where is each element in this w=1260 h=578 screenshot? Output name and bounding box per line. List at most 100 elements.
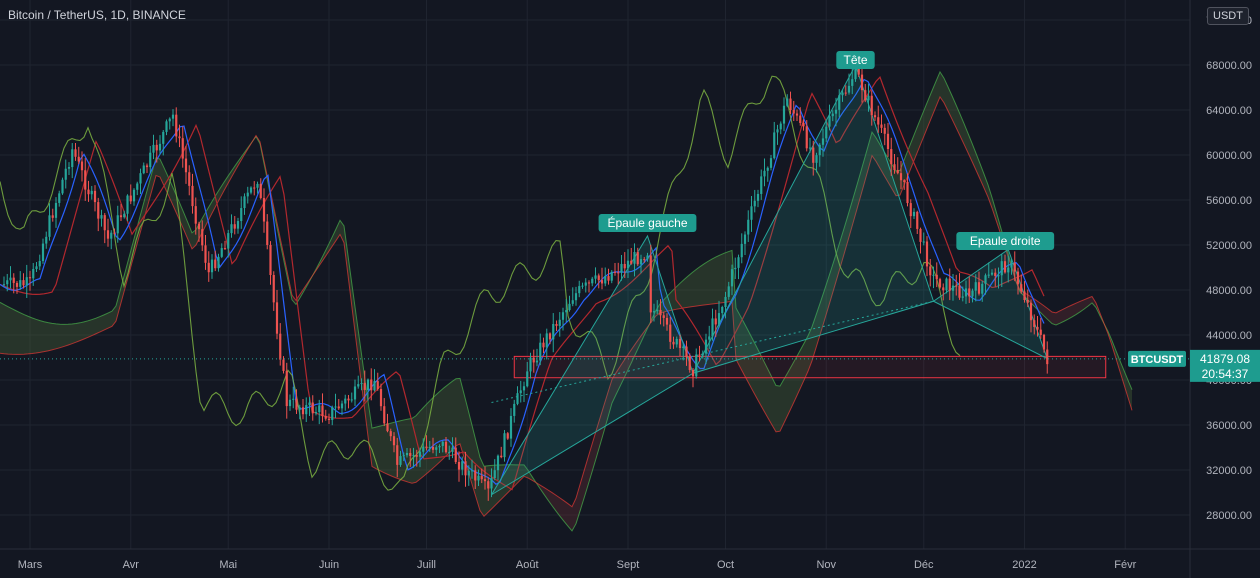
candle-body xyxy=(786,98,789,106)
candle-body xyxy=(607,276,610,281)
candle-body xyxy=(724,296,727,308)
candle-body xyxy=(659,309,662,316)
candle-body xyxy=(25,277,28,286)
candle-body xyxy=(678,338,682,349)
cloud-segment xyxy=(112,305,116,327)
cloud-segment xyxy=(856,174,860,213)
candle-body xyxy=(906,181,909,204)
candle-body xyxy=(243,196,246,209)
candle-body xyxy=(392,436,396,446)
candle-body xyxy=(210,259,214,273)
candle-body xyxy=(470,470,474,472)
candle-body xyxy=(292,398,295,400)
cloud-segment xyxy=(512,464,516,489)
candle-body xyxy=(526,371,529,387)
candle-body xyxy=(38,260,41,267)
cloud-segment xyxy=(772,377,776,432)
candle-body xyxy=(425,446,428,449)
candle-body xyxy=(854,63,857,80)
cloud-segment xyxy=(844,215,848,255)
candle-body xyxy=(893,164,896,171)
cloud-segment xyxy=(792,358,796,407)
cloud-segment xyxy=(704,261,708,306)
candle-body xyxy=(964,288,968,297)
cloud-segment xyxy=(60,324,64,348)
cloud-segment xyxy=(76,322,80,343)
candle-body xyxy=(51,215,54,218)
candle-body xyxy=(97,202,100,219)
candle-body xyxy=(776,129,779,133)
candle-body xyxy=(938,279,942,288)
candlestick-series xyxy=(2,53,1049,501)
candle-body xyxy=(623,263,626,269)
candle-body xyxy=(311,402,314,414)
cloud-segment xyxy=(684,276,688,308)
cloud-segment xyxy=(344,225,348,276)
candle-body xyxy=(844,92,847,94)
candle-body xyxy=(282,359,285,371)
candle-body xyxy=(925,241,929,267)
candle-body xyxy=(932,274,935,276)
cloud-segment xyxy=(88,319,92,338)
candle-body xyxy=(246,192,249,197)
candle-body xyxy=(116,215,119,234)
cloud-segment xyxy=(976,153,980,179)
candle-body xyxy=(207,262,210,273)
candle-body xyxy=(808,147,812,149)
candle-body xyxy=(441,441,444,446)
cloud-segment xyxy=(324,245,328,259)
cloud-segment xyxy=(80,321,84,341)
label-head-bg xyxy=(836,51,875,69)
time-tick-label: Avr xyxy=(123,559,140,571)
candle-body xyxy=(545,333,548,348)
candle-body xyxy=(769,158,773,168)
cloud-segment xyxy=(860,160,864,199)
candle-body xyxy=(529,357,532,372)
candle-body xyxy=(256,183,259,188)
cloud-segment xyxy=(372,427,376,469)
candle-body xyxy=(708,336,711,340)
candle-body xyxy=(340,403,344,409)
cloud-segment xyxy=(720,253,724,303)
cloud-segment xyxy=(120,276,124,307)
cloud-segment xyxy=(464,393,468,471)
cloud-segment xyxy=(1072,303,1076,317)
cloud-segment xyxy=(420,406,424,480)
candle-body xyxy=(220,248,223,257)
candle-body xyxy=(214,259,217,269)
candle-body xyxy=(269,244,272,276)
cloud-segment xyxy=(868,132,872,170)
candle-body xyxy=(467,470,470,476)
candle-body xyxy=(613,271,617,273)
cloud-segment xyxy=(144,187,148,219)
candle-body xyxy=(1046,349,1049,365)
cloud-segment xyxy=(1076,301,1080,315)
candle-body xyxy=(15,282,19,287)
candle-body xyxy=(418,451,422,457)
candle-body xyxy=(71,149,74,168)
candle-body xyxy=(883,127,886,134)
candle-body xyxy=(477,475,480,481)
candle-body xyxy=(1020,284,1023,292)
cloud-segment xyxy=(480,457,484,517)
candle-body xyxy=(864,90,867,101)
candle-body xyxy=(639,259,643,265)
candle-body xyxy=(223,248,227,250)
candle-body xyxy=(847,85,851,93)
candle-body xyxy=(838,95,841,110)
time-axis: Mars Avr Mai Juin Juill Août Sept Oct Nov Déc 2022… xyxy=(18,559,1137,571)
candle-body xyxy=(347,398,350,401)
candle-body xyxy=(301,407,305,415)
candle-body xyxy=(1029,302,1033,321)
time-tick-label: Déc xyxy=(914,559,934,571)
candle-body xyxy=(542,342,545,348)
currency-unit-badge[interactable]: USDT xyxy=(1207,7,1249,25)
cloud-segment xyxy=(352,284,356,340)
candle-body xyxy=(496,455,500,471)
support-zone xyxy=(513,355,1107,379)
price-tick-label: 36000.00 xyxy=(1206,420,1252,432)
candle-body xyxy=(977,282,981,294)
cloud-segment xyxy=(156,157,160,178)
candle-body xyxy=(48,215,51,237)
